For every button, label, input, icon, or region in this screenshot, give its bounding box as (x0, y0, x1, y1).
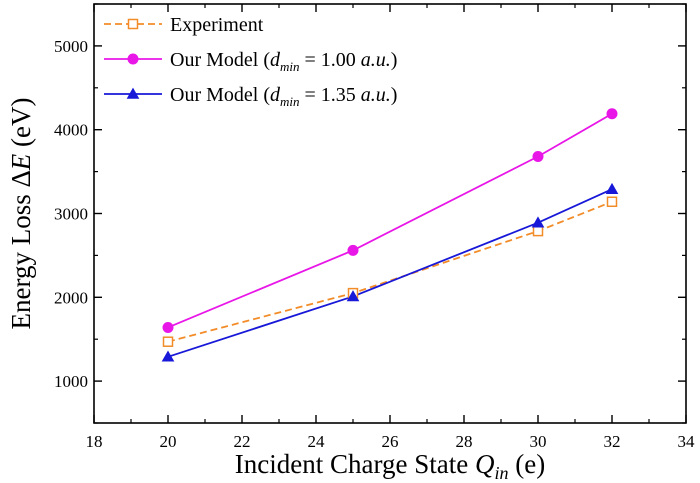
legend-label-part: = 1.00 (299, 49, 360, 71)
y-tick-label: 1000 (54, 372, 88, 391)
y-axis-title-unit: (eV) (6, 97, 36, 153)
x-axis-title-subscript: in (494, 463, 508, 483)
y-tick-label: 3000 (54, 205, 88, 224)
legend-label-part: ) (391, 49, 398, 71)
data-point-square (127, 18, 139, 30)
series-markers (161, 108, 619, 362)
data-point-circle (532, 151, 544, 163)
series-line-3 (167, 188, 613, 358)
legend-label-1: Experiment (170, 14, 264, 36)
y-tick-label: 4000 (54, 121, 88, 140)
legend-label-2: Our Model (dmin = 1.00 a.u.) (170, 49, 397, 74)
legend-label-part: a.u. (361, 84, 391, 106)
x-axis-title-text: Incident Charge State (235, 449, 475, 479)
legend-label-part: Our Model ( (170, 84, 270, 106)
series-lines (167, 112, 613, 358)
series-line-1 (167, 200, 613, 343)
legend-label-part: min (280, 59, 300, 74)
y-axis-title-text: Energy Loss Δ (6, 170, 36, 329)
axes: 18 20 22 24 26 28 30 32 34 1000 2000 3000 4000 5000 In… (6, 3, 696, 483)
y-tick-label: 5000 (54, 37, 88, 56)
y-tick-label: 2000 (54, 288, 88, 307)
data-point-square (606, 196, 618, 208)
data-point-triangle (161, 350, 175, 362)
x-axis-title: Incident Charge State Qin (e) (235, 449, 545, 483)
legend-label-part: a.u. (361, 49, 391, 71)
data-point-triangle (605, 182, 619, 194)
data-point-square (162, 336, 174, 347)
legend-label-part: min (280, 94, 300, 109)
legend-label-3: Our Model (dmin = 1.35 a.u.) (170, 84, 397, 109)
legend-label-part: d (270, 49, 281, 71)
data-point-circle (127, 53, 139, 65)
x-tick-label: 30 (530, 432, 547, 451)
legend-label-part: = 1.35 (299, 84, 360, 106)
x-tick-label: 26 (382, 432, 399, 451)
data-point-circle (162, 321, 174, 333)
x-axis-title-variable: Q (475, 449, 495, 479)
x-tick-label: 20 (160, 432, 177, 451)
data-point-triangle (126, 87, 140, 99)
x-tick-label: 22 (234, 432, 251, 451)
x-tick-label: 28 (456, 432, 473, 451)
x-axis-title-unit: (e) (508, 449, 545, 479)
legend-label-part: ) (391, 84, 398, 106)
x-tick-label: 32 (604, 432, 621, 451)
y-axis-title: Energy Loss ΔE (eV) (6, 97, 36, 329)
data-point-square (532, 225, 544, 237)
legend-label-part: d (270, 84, 281, 106)
legend-label-part: Experiment (170, 14, 264, 36)
x-tick-label: 18 (86, 432, 103, 451)
data-point-circle (347, 244, 359, 256)
legend-label-part: Our Model ( (170, 49, 270, 71)
data-point-triangle (346, 290, 360, 302)
x-tick-label: 24 (308, 432, 326, 451)
data-point-circle (606, 108, 618, 120)
plot-frame (93, 3, 687, 424)
y-axis-title-variable: E (6, 153, 36, 171)
data-point-triangle (531, 216, 545, 228)
series-line-2 (167, 112, 613, 329)
x-tick-label: 34 (678, 432, 696, 451)
